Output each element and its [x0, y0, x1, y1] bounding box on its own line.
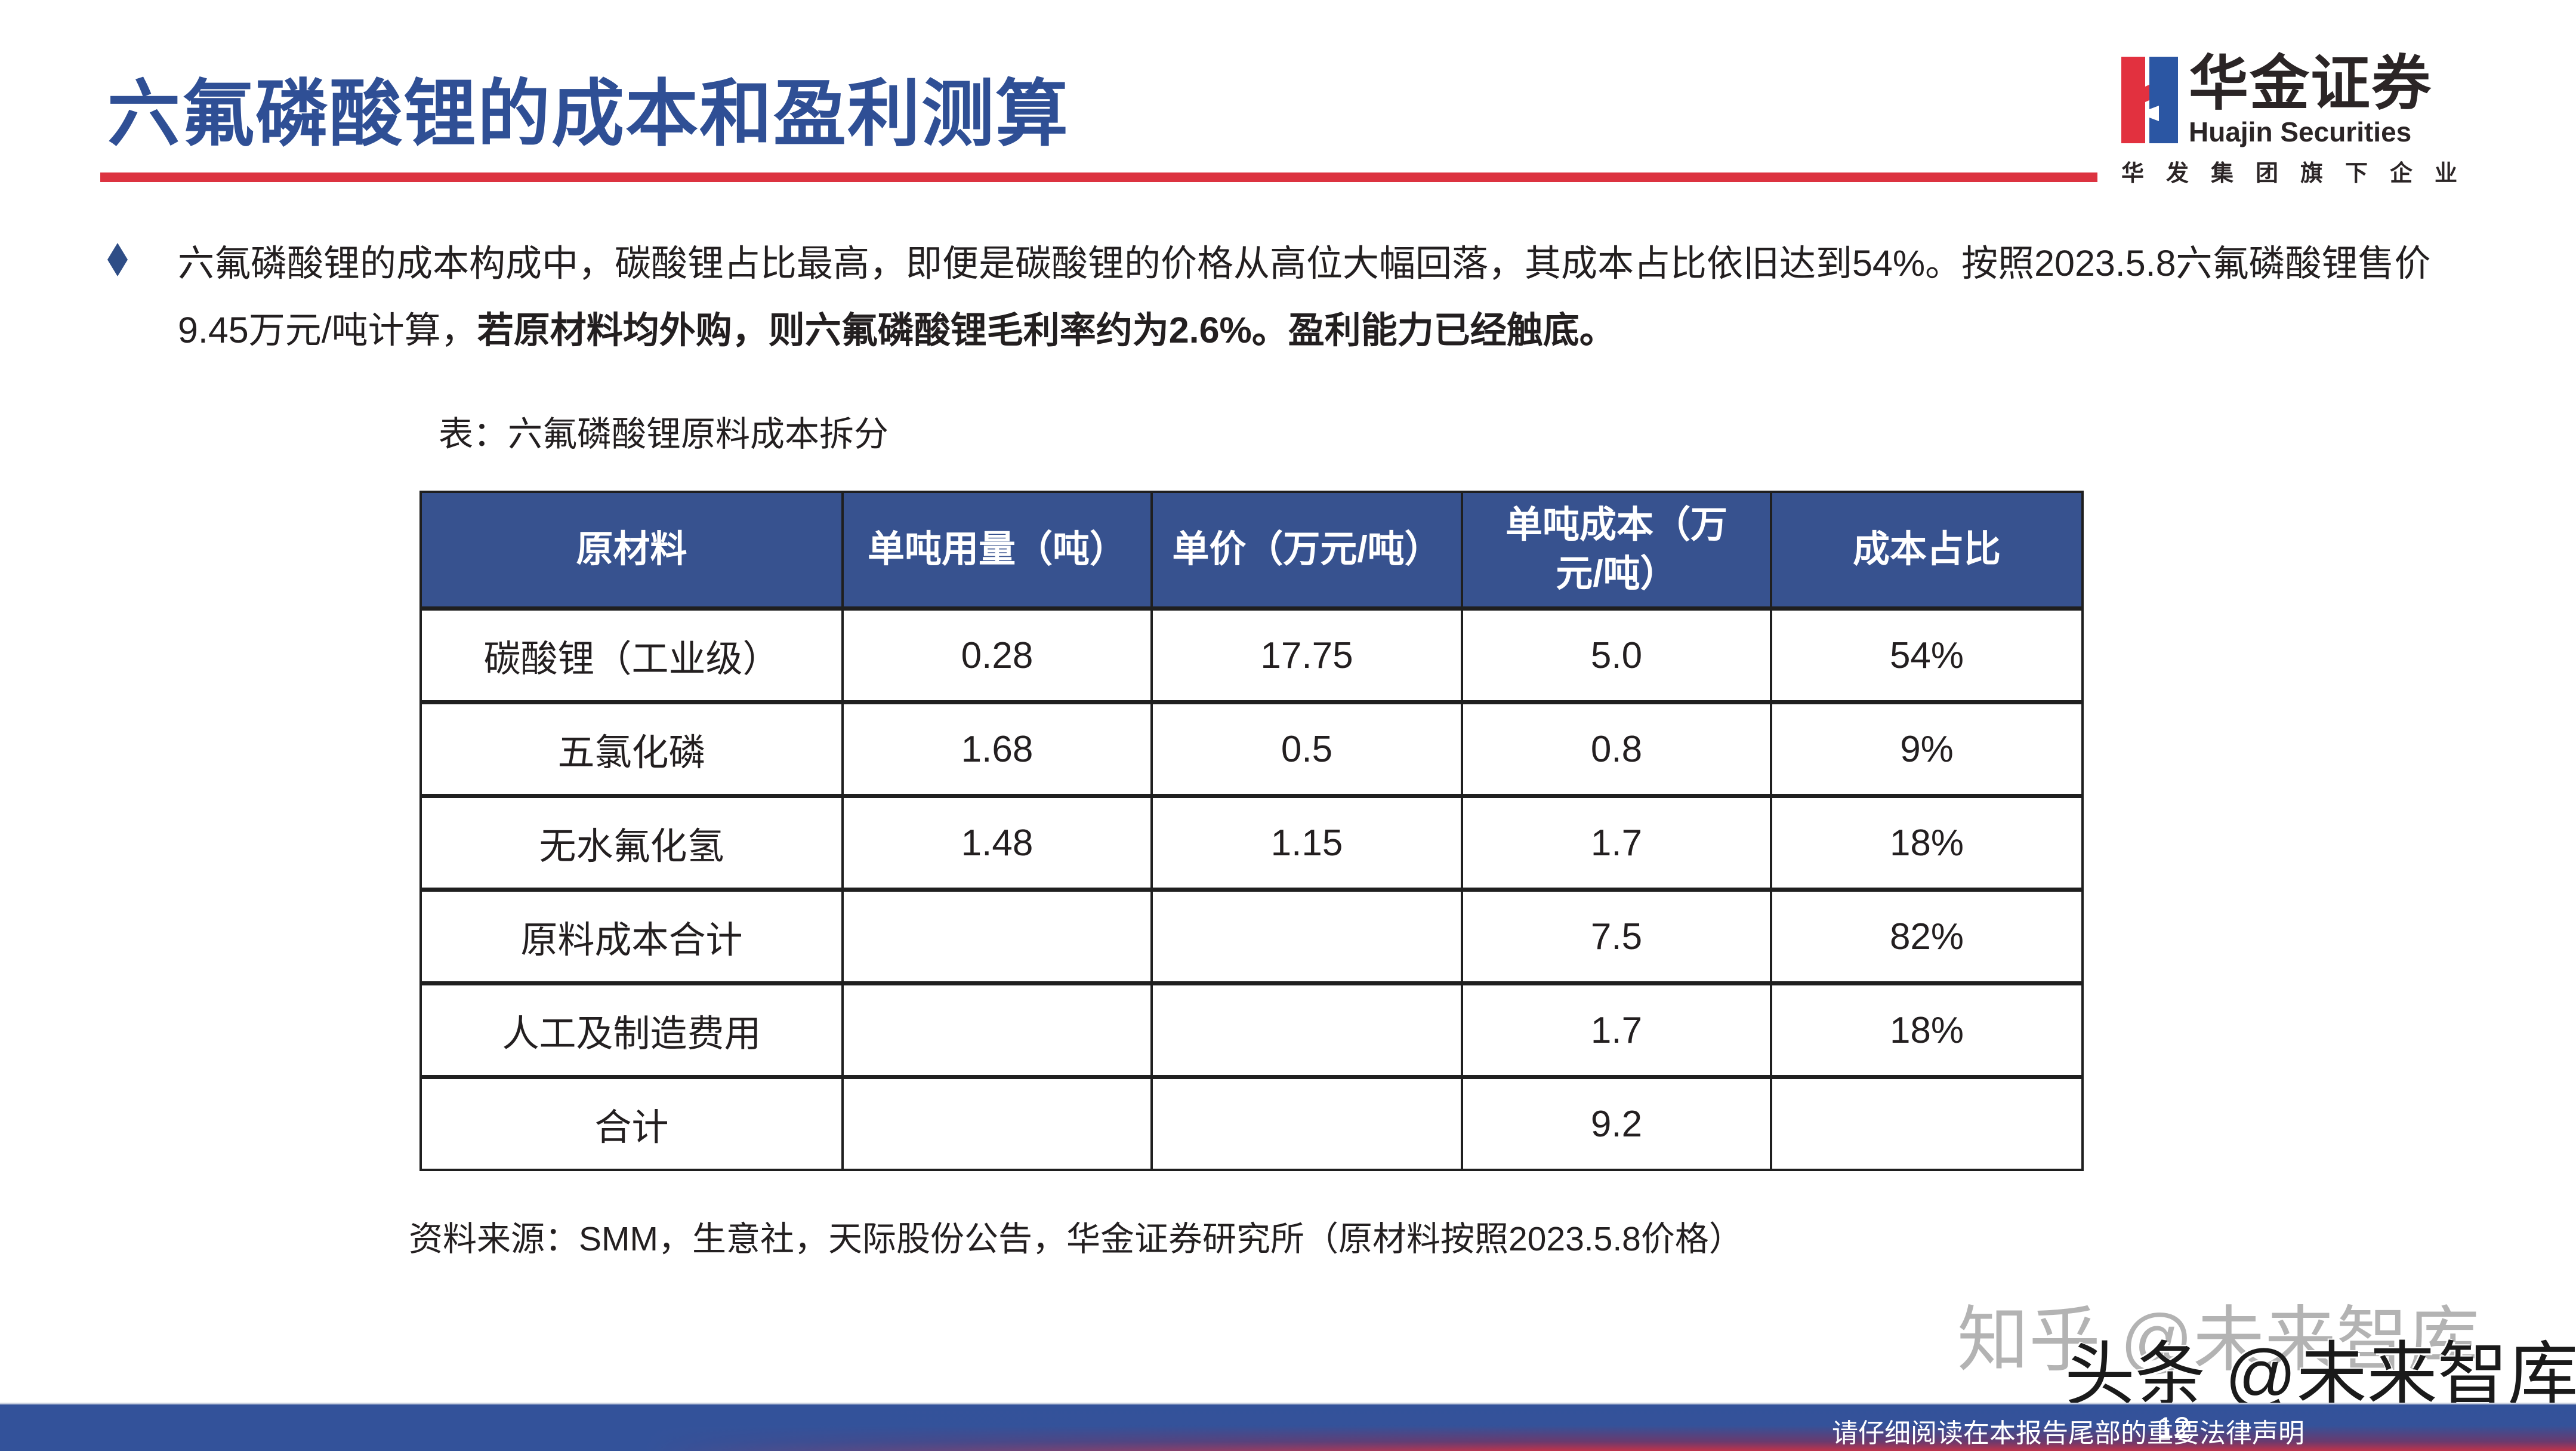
cell-usage: 1.68 [841, 700, 1153, 797]
header-unit-price: 单价（万元/吨） [1150, 491, 1463, 610]
data-source-note: 资料来源：SMM，生意社，天际股份公告，华金证券研究所（原材料按照2023.5.… [409, 1220, 1743, 1258]
company-logo: 华金证券 Huajin Securities 华发集团旗下企业 [2118, 54, 2548, 197]
cell-price: 17.75 [1150, 606, 1463, 704]
cell-price [1150, 1075, 1463, 1171]
cell-material: 原料成本合计 [419, 888, 844, 985]
cell-usage [841, 1075, 1153, 1171]
header-cost-share: 成本占比 [1770, 491, 2084, 610]
cell-share: 18% [1770, 981, 2084, 1079]
cell-usage [841, 888, 1153, 985]
huajin-h-logo-icon [2121, 57, 2178, 143]
watermark-zhihu: 知乎 @未来智库 [1957, 1300, 2480, 1380]
table-row: 合计 9.2 [419, 1075, 2084, 1171]
header-cost-per-ton: 单吨成本（万元/吨） [1461, 491, 1772, 610]
table-row: 五氯化磷 1.68 0.5 0.8 9% [419, 700, 2084, 797]
table-row: 碳酸锂（工业级） 0.28 17.75 5.0 54% [419, 606, 2084, 704]
cell-price: 1.15 [1150, 794, 1463, 891]
cell-price: 0.5 [1150, 700, 1463, 797]
table-row: 人工及制造费用 1.7 18% [419, 981, 2084, 1079]
summary-text-normal: 六氟磷酸锂的成本构成中，碳酸锂占比最高，即便是碳酸锂的价格从高位大幅回落，其成本… [178, 243, 2431, 350]
summary-text: 六氟磷酸锂的成本构成中，碳酸锂占比最高，即便是碳酸锂的价格从高位大幅回落，其成本… [178, 230, 2445, 363]
table-caption: 表：六氟磷酸锂原料成本拆分 [439, 415, 889, 454]
slide-title: 六氟磷酸锂的成本和盈利测算 [107, 73, 1069, 155]
summary-text-bold: 若原材料均外购，则六氟磷酸锂毛利率约为2.6%。盈利能力已经触底。 [477, 310, 1616, 350]
logo-name-en: Huajin Securities [2189, 116, 2412, 147]
cell-material: 碳酸锂（工业级） [419, 606, 844, 704]
table-row: 无水氟化氢 1.48 1.15 1.7 18% [419, 794, 2084, 891]
cell-cost: 9.2 [1461, 1075, 1772, 1171]
cell-cost: 1.7 [1461, 794, 1772, 891]
cell-share [1770, 1075, 2084, 1171]
table-row: 原料成本合计 7.5 82% [419, 888, 2084, 985]
cell-price [1150, 981, 1463, 1079]
cell-cost: 7.5 [1461, 888, 1772, 985]
cell-cost: 0.8 [1461, 700, 1772, 797]
diamond-bullet-icon [107, 243, 128, 276]
cell-material: 合计 [419, 1075, 844, 1171]
cell-share: 18% [1770, 794, 2084, 891]
cell-share: 54% [1770, 606, 2084, 704]
cell-usage: 1.48 [841, 794, 1153, 891]
logo-name-cn: 华金证券 [2189, 50, 2432, 117]
cost-breakdown-table: 原材料 单吨用量（吨） 单价（万元/吨） 单吨成本（万元/吨） 成本占比 碳酸锂… [419, 491, 2084, 1171]
cell-material: 五氯化磷 [419, 700, 844, 797]
header-usage-per-ton: 单吨用量（吨） [841, 491, 1153, 610]
watermark-toutiao: 头条 @未来智库 [2065, 1336, 2576, 1415]
cell-price [1150, 888, 1463, 985]
logo-tagline: 华发集团旗下企业 [2121, 161, 2480, 186]
page-number: 12 [2157, 1411, 2191, 1444]
footer-gradient [0, 1404, 2576, 1451]
table-header-row: 原材料 单吨用量（吨） 单价（万元/吨） 单吨成本（万元/吨） 成本占比 [419, 491, 2084, 610]
legal-notice: 请仔细阅读在本报告尾部的重要法律声明 [1832, 1419, 2304, 1448]
cell-usage: 0.28 [841, 606, 1153, 704]
cell-material: 无水氟化氢 [419, 794, 844, 891]
footer-bar: 请仔细阅读在本报告尾部的重要法律声明 12 [0, 1403, 2576, 1451]
cell-material: 人工及制造费用 [419, 981, 844, 1079]
cell-share: 82% [1770, 888, 2084, 985]
header-material: 原材料 [419, 491, 844, 610]
cell-cost: 1.7 [1461, 981, 1772, 1079]
cell-share: 9% [1770, 700, 2084, 797]
cell-cost: 5.0 [1461, 606, 1772, 704]
title-divider [100, 172, 2097, 182]
cell-usage [841, 981, 1153, 1079]
